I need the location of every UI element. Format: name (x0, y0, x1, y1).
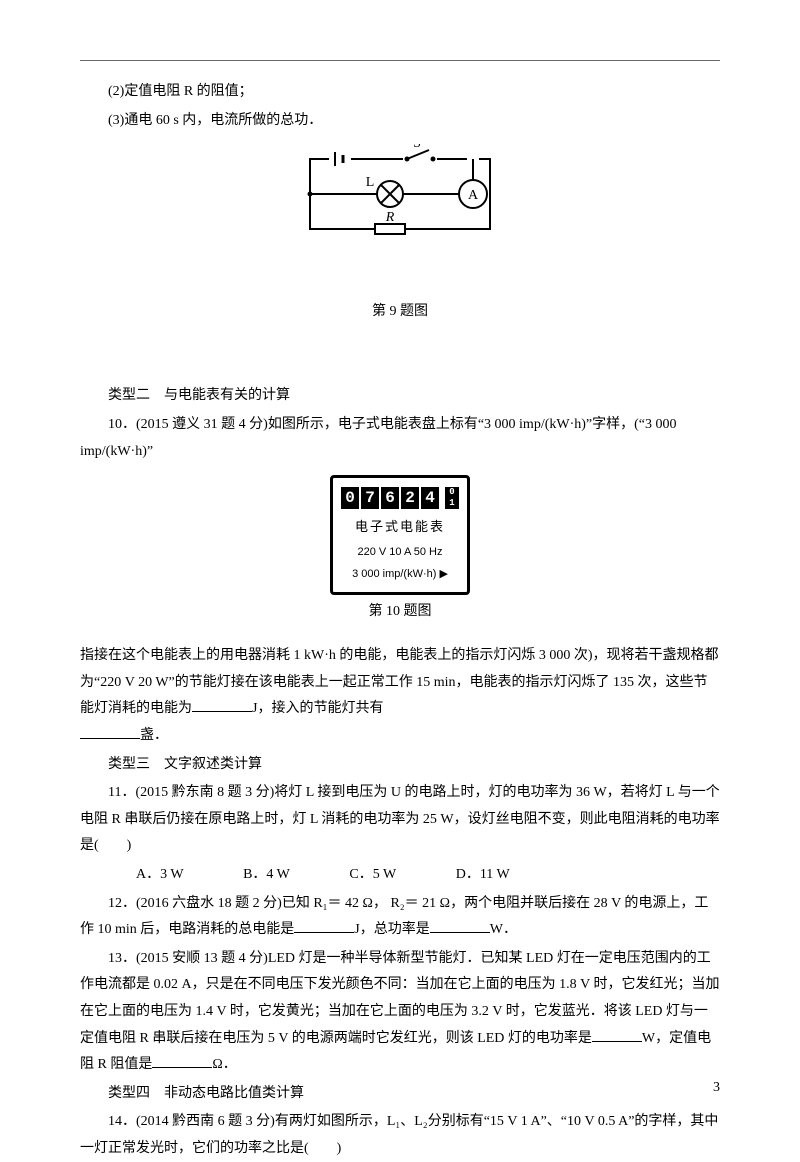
section-2-heading: 类型二 与电能表有关的计算 (80, 383, 720, 410)
q11-options: A．3 W B．4 W C．5 W D．11 W (80, 862, 720, 889)
figure-10: 0 7 6 2 4 0 1 电子式电能表 220 V 10 A 50 Hz 3 … (80, 475, 720, 625)
meter-spec-1: 220 V 10 A 50 Hz (341, 542, 459, 563)
figure-10-caption: 第 10 题图 (80, 599, 720, 626)
option-b: B．4 W (215, 862, 290, 889)
fill-blank (80, 725, 140, 739)
fill-blank (430, 919, 490, 933)
option-d: D．11 W (428, 862, 510, 889)
section-3-heading: 类型三 文字叙述类计算 (80, 752, 720, 779)
meter-spec-2: 3 000 imp/(kW·h) ▶ (341, 564, 459, 585)
q-item-2: (2)定值电阻 R 的阻值； (80, 79, 720, 106)
q-item-3: (3)通电 60 s 内，电流所做的总功． (80, 108, 720, 135)
meter-digit: 4 (421, 487, 439, 509)
energy-meter-icon: 0 7 6 2 4 0 1 电子式电能表 220 V 10 A 50 Hz 3 … (330, 475, 470, 594)
svg-text:L: L (366, 175, 375, 190)
meter-digit: 0 (341, 487, 359, 509)
section-4-heading: 类型四 非动态电路比值类计算 (80, 1081, 720, 1108)
meter-digit-small: 1 (445, 498, 459, 509)
meter-label: 电子式电能表 (341, 515, 459, 540)
svg-text:R: R (385, 210, 395, 225)
fill-blank (192, 698, 252, 712)
top-rule (80, 60, 720, 61)
circuit-diagram-icon: S A L R (295, 144, 505, 284)
meter-digit: 7 (361, 487, 379, 509)
meter-digit-small: 0 (445, 487, 459, 498)
q10-part2: 指接在这个电能表上的用电器消耗 1 kW·h 的电能，电能表上的指示灯闪烁 3 … (80, 643, 720, 749)
option-c: C．5 W (321, 862, 396, 889)
fill-blank (152, 1054, 212, 1068)
figure-9: S A L R 第 9 题图 (80, 144, 720, 325)
q10-part1: 10．(2015 遵义 31 题 4 分)如图所示，电子式电能表盘上标有“3 0… (80, 412, 720, 465)
fill-blank (294, 919, 354, 933)
q12: 12．(2016 六盘水 18 题 2 分)已知 R₁＝ 42 Ω， R₂＝ 2… (80, 891, 720, 944)
svg-text:S: S (413, 144, 421, 151)
q13: 13．(2015 安顺 13 题 4 分)LED 灯是一种半导体新型节能灯．已知… (80, 946, 720, 1079)
option-a: A．3 W (108, 862, 184, 889)
meter-digit: 6 (381, 487, 399, 509)
meter-digit: 2 (401, 487, 419, 509)
q14: 14．(2014 黔西南 6 题 3 分)有两灯如图所示，L₁、L₂分别标有“1… (80, 1109, 720, 1162)
svg-text:A: A (468, 188, 479, 203)
fill-blank (592, 1028, 642, 1042)
page-number: 3 (713, 1075, 720, 1102)
q11: 11．(2015 黔东南 8 题 3 分)将灯 L 接到电压为 U 的电路上时，… (80, 780, 720, 860)
figure-9-caption: 第 9 题图 (80, 299, 720, 326)
